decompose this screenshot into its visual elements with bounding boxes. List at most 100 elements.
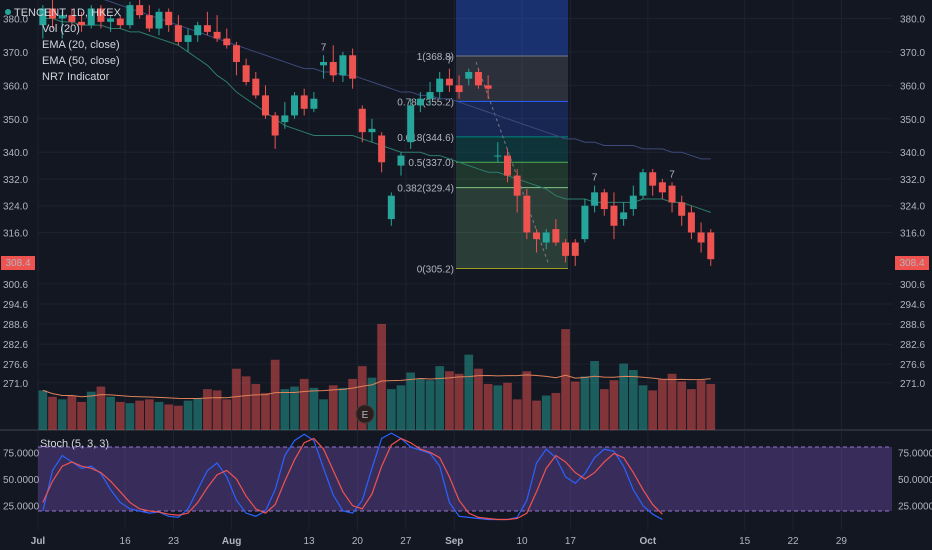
candle-body-53 — [552, 229, 560, 243]
volume-bar-35 — [377, 324, 386, 430]
nr7-mark-3: 7 — [669, 169, 675, 180]
volume-bar-43 — [454, 373, 464, 430]
volume-bar-16 — [193, 398, 203, 430]
volume-bar-67 — [687, 389, 696, 430]
volume-bar-27 — [299, 378, 309, 430]
candle-body-30 — [329, 61, 337, 76]
volume-bar-2 — [57, 399, 67, 430]
volume-bar-62 — [638, 385, 648, 430]
volume-bar-30 — [328, 385, 338, 430]
volume-bar-34 — [367, 377, 377, 430]
time-tick-5: 20 — [352, 536, 364, 547]
volume-bar-17 — [203, 389, 212, 430]
candle-body-32 — [349, 55, 357, 79]
volume-bar-42 — [445, 371, 454, 430]
candle-body-60 — [620, 212, 628, 220]
volume-bar-41 — [435, 366, 445, 430]
volume-bar-8 — [115, 401, 125, 430]
price-tick-left-1: 370.0 — [3, 48, 28, 59]
volume-bar-21 — [241, 376, 251, 430]
legend-ema50[interactable]: EMA (50, close) — [42, 55, 120, 67]
fib-label-4: 0.382(329.4) — [397, 184, 454, 195]
candle-body-42 — [445, 78, 453, 86]
candle-body-36 — [387, 195, 395, 220]
candle-body-64 — [658, 182, 666, 193]
nr7-mark-1: 7 — [447, 56, 453, 67]
fibonacci-retracement[interactable]: 1(368.8) 0.786(355.2) 0.618(344.6) 0.5(337.… — [397, 0, 568, 276]
symbol-line[interactable]: TENCENT, 1D, HKEX — [14, 7, 122, 19]
candle-body-61 — [629, 195, 637, 210]
last-price-tag-left: 308.4 — [1, 256, 35, 270]
price-tick-right-12: 276.6 — [900, 360, 925, 371]
volume-bar-69 — [706, 384, 716, 430]
candle-body-56 — [581, 205, 589, 240]
fib-zone-top — [456, 0, 568, 56]
ema50-line — [103, 0, 711, 160]
time-tick-6: 27 — [400, 536, 412, 547]
price-tick-right-6: 324.0 — [900, 202, 925, 213]
price-tick-left-5: 332.0 — [3, 175, 28, 186]
axes: 380.0 380.0 370.0 370.0 360.0 360.0 350.0 350.0… — [3, 15, 932, 548]
volume-bar-20 — [232, 368, 241, 430]
legend-ema20[interactable]: EMA (20, close) — [42, 39, 120, 51]
price-tick-left-4: 340.0 — [3, 148, 28, 159]
volume-bar-53 — [551, 392, 561, 430]
volume-bar-45 — [474, 368, 483, 430]
candle-body-37 — [397, 155, 405, 166]
stoch-band — [38, 447, 892, 511]
fib-label-3: 0.5(337.0) — [408, 158, 454, 169]
candle-body-57 — [591, 192, 599, 206]
grid — [0, 0, 932, 530]
candle-body-26 — [291, 95, 299, 116]
volume-bar-59 — [609, 380, 619, 430]
event-badge[interactable]: E — [355, 404, 375, 424]
stochastic-pane[interactable] — [38, 432, 892, 521]
candlesticks[interactable] — [39, 0, 715, 266]
volume-bar-46 — [483, 384, 493, 430]
candle-body-10 — [136, 5, 144, 16]
candle-body-51 — [533, 232, 541, 240]
volume-bar-1 — [48, 396, 57, 430]
candle-body-7 — [107, 18, 115, 22]
volume-bar-54 — [561, 329, 570, 430]
price-tick-left-3: 350.0 — [3, 115, 28, 126]
price-tick-left-11: 282.6 — [3, 340, 28, 351]
candle-body-54 — [562, 242, 570, 256]
candle-body-28 — [310, 98, 318, 109]
volume-bar-61 — [628, 369, 638, 430]
candle-body-65 — [668, 185, 676, 203]
candle-body-6 — [97, 8, 105, 22]
earnings-badge-circle — [355, 404, 375, 424]
candle-body-43 — [455, 85, 463, 93]
volume-bar-9 — [125, 403, 135, 430]
fib-zone-2 — [456, 136, 568, 163]
legend-nr7[interactable]: NR7 Indicator — [42, 71, 110, 83]
volume-bar-36 — [386, 389, 396, 430]
legend-volume[interactable]: Vol (20) — [42, 23, 80, 35]
candle-body-12 — [155, 11, 163, 29]
candle-body-69 — [707, 232, 715, 260]
volume-bar-38 — [406, 372, 416, 430]
stoch-tick-left-1: 50.0000 — [3, 475, 40, 486]
candle-body-62 — [639, 172, 647, 196]
volume-bar-57 — [590, 361, 599, 430]
candle-body-33 — [358, 108, 366, 133]
volume-ma-line — [42, 374, 711, 400]
stoch-tick-left-0: 75.0000 — [3, 448, 40, 459]
stoch-title[interactable]: Stoch (5, 3, 3) — [40, 438, 109, 450]
volume-bar-12 — [154, 401, 164, 430]
volume-bar-32 — [348, 378, 357, 430]
candle-body-38 — [407, 105, 415, 143]
volume-bar-33 — [357, 366, 367, 430]
price-tick-right-0: 380.0 — [900, 15, 925, 26]
stoch-tick-left-2: 25.0000 — [3, 502, 40, 513]
time-tick-4: 13 — [303, 536, 315, 547]
candle-body-58 — [600, 192, 608, 210]
price-tick-right-3: 350.0 — [900, 115, 925, 126]
time-tick-7: Sep — [445, 536, 463, 547]
fib-label-0: 1(368.8) — [417, 52, 454, 63]
candle-body-21 — [242, 65, 250, 83]
time-tick-0: Jul — [31, 536, 46, 547]
